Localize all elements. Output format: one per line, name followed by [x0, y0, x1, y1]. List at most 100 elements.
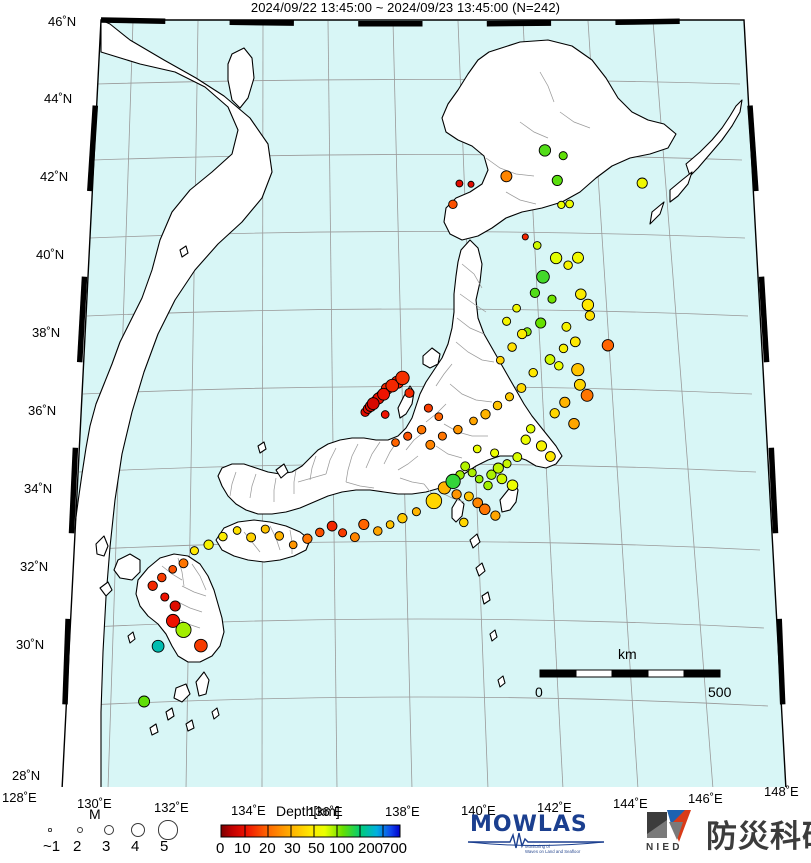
- earthquake-marker[interactable]: [557, 200, 566, 210]
- earthquake-marker[interactable]: [151, 639, 165, 653]
- earthquake-marker[interactable]: [326, 520, 338, 532]
- earthquake-marker[interactable]: [558, 151, 568, 161]
- earthquake-marker[interactable]: [416, 424, 427, 435]
- earthquake-marker[interactable]: [571, 363, 585, 377]
- earthquake-marker[interactable]: [496, 473, 508, 485]
- earthquake-marker[interactable]: [175, 621, 192, 638]
- earthquake-marker[interactable]: [391, 438, 400, 447]
- earthquake-marker[interactable]: [636, 177, 648, 189]
- earthquake-marker[interactable]: [559, 396, 571, 408]
- earthquake-marker[interactable]: [189, 546, 199, 556]
- earthquake-marker[interactable]: [483, 480, 493, 491]
- earthquake-marker[interactable]: [474, 474, 484, 484]
- earthquake-marker[interactable]: [561, 321, 572, 332]
- earthquake-marker[interactable]: [194, 638, 208, 653]
- earthquake-marker[interactable]: [403, 431, 413, 441]
- earthquake-marker[interactable]: [547, 294, 557, 304]
- earthquake-marker[interactable]: [472, 497, 484, 509]
- earthquake-marker[interactable]: [168, 564, 178, 574]
- earthquake-marker[interactable]: [520, 434, 531, 445]
- earthquake-marker[interactable]: [358, 518, 370, 530]
- earthquake-marker[interactable]: [568, 417, 580, 430]
- earthquake-marker[interactable]: [147, 580, 158, 591]
- earthquake-marker[interactable]: [502, 316, 512, 326]
- earthquake-marker[interactable]: [459, 517, 469, 528]
- earthquake-marker[interactable]: [525, 424, 536, 434]
- earthquake-marker[interactable]: [373, 526, 383, 536]
- earthquake-marker[interactable]: [507, 342, 517, 352]
- earthquake-marker[interactable]: [516, 383, 527, 393]
- earthquake-marker[interactable]: [545, 451, 556, 462]
- earthquake-marker[interactable]: [315, 527, 325, 538]
- earthquake-marker[interactable]: [601, 339, 615, 352]
- earthquake-marker[interactable]: [453, 424, 463, 435]
- earthquake-marker[interactable]: [434, 412, 444, 422]
- earthquake-marker[interactable]: [366, 397, 380, 410]
- earthquake-marker[interactable]: [538, 144, 552, 157]
- earthquake-marker[interactable]: [395, 370, 410, 386]
- earthquake-marker[interactable]: [506, 479, 519, 491]
- earthquake-marker[interactable]: [138, 695, 151, 708]
- earthquake-marker[interactable]: [535, 440, 548, 452]
- earthquake-marker[interactable]: [492, 400, 503, 411]
- earthquake-marker[interactable]: [463, 491, 474, 502]
- earthquake-marker[interactable]: [385, 520, 395, 529]
- earthquake-marker[interactable]: [169, 600, 181, 612]
- earthquake-marker[interactable]: [549, 251, 563, 265]
- earthquake-marker[interactable]: [490, 448, 500, 458]
- earthquake-marker[interactable]: [274, 531, 285, 541]
- earthquake-marker[interactable]: [584, 310, 596, 321]
- earthquake-marker[interactable]: [385, 378, 399, 393]
- earthquake-marker[interactable]: [160, 592, 170, 602]
- earthquake-marker[interactable]: [460, 461, 471, 472]
- earthquake-marker[interactable]: [467, 468, 477, 478]
- earthquake-marker[interactable]: [572, 251, 584, 264]
- earthquake-marker[interactable]: [451, 489, 462, 500]
- earthquake-marker[interactable]: [397, 513, 408, 524]
- earthquake-marker[interactable]: [455, 179, 464, 188]
- earthquake-marker[interactable]: [467, 180, 475, 188]
- earthquake-marker[interactable]: [349, 532, 360, 543]
- earthquake-marker[interactable]: [532, 241, 542, 250]
- earthquake-marker[interactable]: [569, 336, 581, 348]
- earthquake-marker[interactable]: [565, 199, 574, 209]
- earthquake-marker[interactable]: [448, 199, 458, 210]
- earthquake-marker[interactable]: [338, 528, 348, 538]
- earthquake-marker[interactable]: [166, 613, 180, 628]
- earthquake-marker[interactable]: [411, 507, 421, 517]
- earthquake-marker[interactable]: [512, 452, 523, 463]
- earthquake-marker[interactable]: [380, 410, 390, 419]
- earthquake-marker[interactable]: [580, 389, 594, 402]
- earthquake-marker[interactable]: [423, 403, 433, 413]
- earthquake-marker[interactable]: [232, 526, 242, 535]
- earthquake-marker[interactable]: [178, 558, 189, 569]
- earthquake-marker[interactable]: [575, 288, 587, 300]
- earthquake-marker[interactable]: [549, 408, 560, 419]
- earthquake-marker[interactable]: [504, 392, 515, 402]
- earthquake-marker[interactable]: [445, 473, 461, 490]
- earthquake-marker[interactable]: [490, 510, 501, 521]
- earthquake-marker[interactable]: [544, 354, 556, 365]
- earthquake-marker[interactable]: [437, 431, 447, 441]
- earthquake-marker[interactable]: [302, 533, 313, 544]
- earthquake-marker[interactable]: [558, 343, 569, 354]
- earthquake-marker[interactable]: [260, 524, 270, 534]
- earthquake-marker[interactable]: [425, 492, 443, 510]
- earthquake-marker[interactable]: [521, 233, 529, 241]
- earthquake-marker[interactable]: [486, 469, 497, 480]
- earthquake-marker[interactable]: [157, 572, 167, 583]
- earthquake-marker[interactable]: [480, 409, 491, 420]
- earthquake-marker[interactable]: [581, 298, 595, 312]
- earthquake-marker[interactable]: [246, 532, 257, 543]
- earthquake-marker[interactable]: [529, 287, 541, 299]
- earthquake-marker[interactable]: [469, 416, 478, 426]
- earthquake-marker[interactable]: [203, 539, 214, 550]
- earthquake-marker[interactable]: [500, 170, 513, 183]
- earthquake-marker[interactable]: [218, 531, 228, 542]
- earthquake-marker[interactable]: [536, 270, 550, 284]
- earthquake-marker[interactable]: [472, 444, 482, 454]
- earthquake-marker[interactable]: [554, 361, 564, 371]
- earthquake-marker[interactable]: [492, 462, 504, 474]
- earthquake-marker[interactable]: [288, 540, 298, 550]
- earthquake-marker[interactable]: [502, 459, 512, 469]
